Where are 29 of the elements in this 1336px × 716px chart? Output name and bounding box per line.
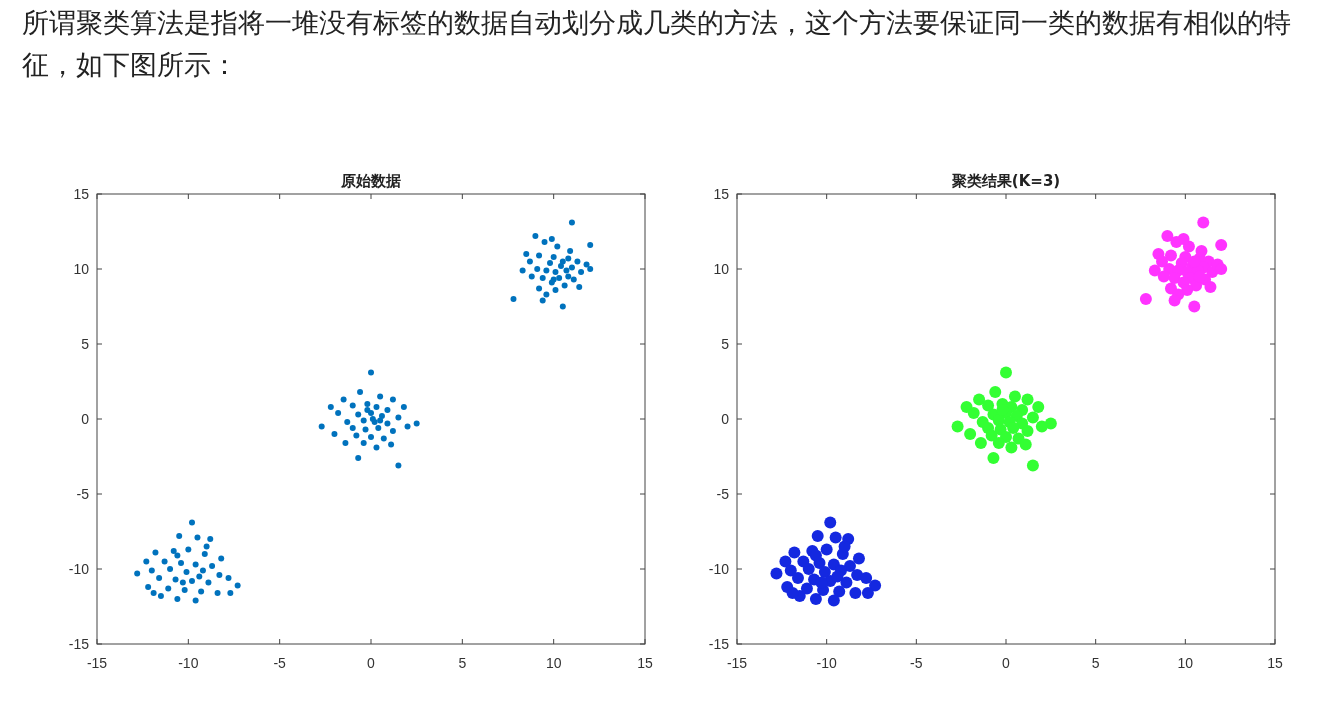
y-tick-label: -15 [708,636,730,652]
y-tick-label: -10 [68,561,90,577]
y-tick-label: 15 [713,186,730,202]
y-tick-label: -10 [708,561,730,577]
y-tick-label: 0 [721,411,730,427]
x-tick-label: -10 [816,655,837,671]
x-tick-label: 5 [458,655,467,671]
y-tick-label: -5 [76,486,90,502]
x-tick-label: 10 [1177,655,1194,671]
chart-title: 聚类结果(K=3) [950,172,1061,190]
x-tick-label: 10 [545,655,562,671]
x-tick-label: -5 [273,655,287,671]
y-tick-label: 5 [721,336,730,352]
x-tick-label: 5 [1091,655,1100,671]
y-tick-label: -5 [716,486,730,502]
y-tick-label: 0 [81,411,90,427]
y-tick-label: 10 [73,261,90,277]
y-tick-label: 15 [73,186,90,202]
y-tick-label: 10 [713,261,730,277]
x-tick-label: 0 [367,655,376,671]
x-tick-label: -10 [178,655,199,671]
x-tick-label: 15 [637,655,653,671]
x-tick-label: 0 [1002,655,1011,671]
text: 所谓聚类算法是指将一堆没有标签的数据自动划分成几类的方法，这个方法要保证同一类的数据有相似的特征，如下图所示： [22,6,1292,82]
chart-title: 原始数据 [340,172,401,190]
x-tick-label: 15 [1267,655,1283,671]
y-tick-label: 5 [81,336,90,352]
y-tick-label: -15 [68,636,90,652]
x-tick-label: -5 [910,655,923,671]
